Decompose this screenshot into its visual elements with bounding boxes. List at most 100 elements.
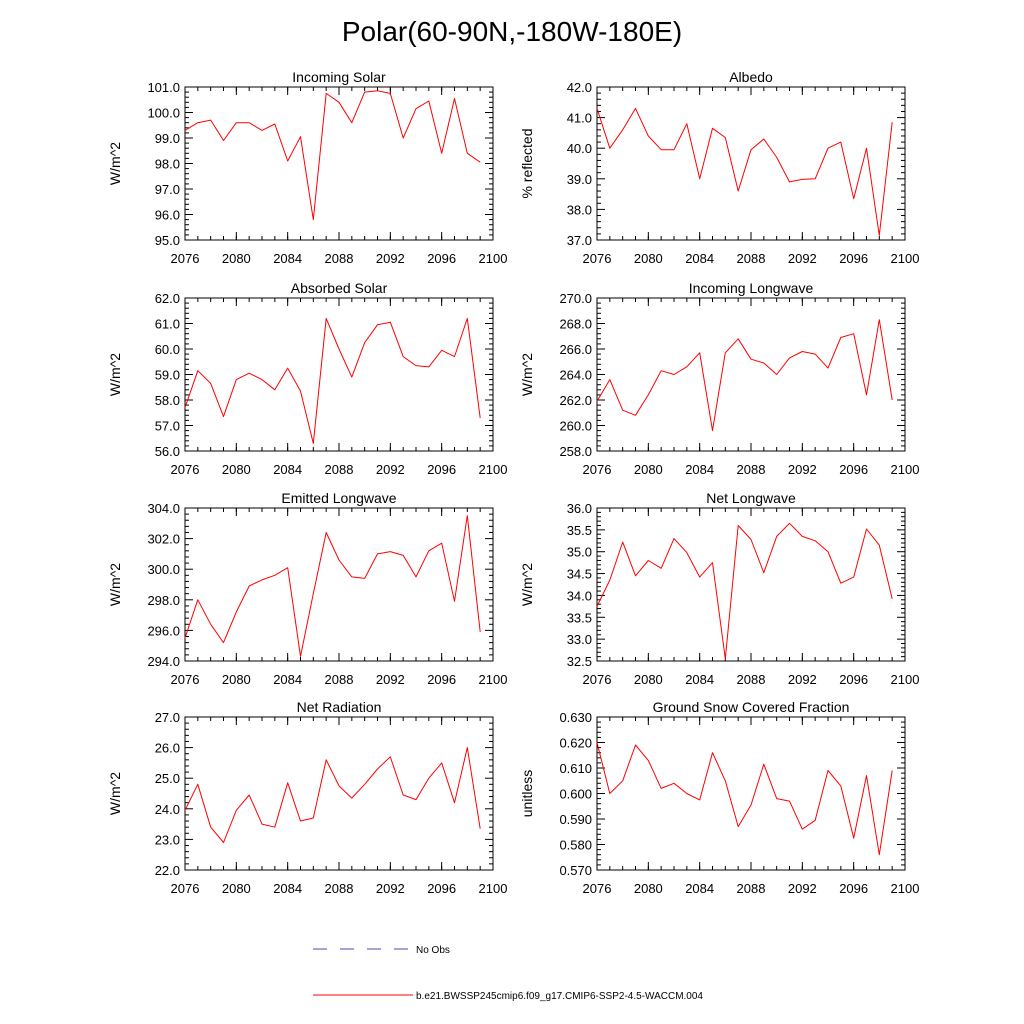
x-tick-label: 2076 [171,462,200,477]
panel-title: Net Radiation [297,699,382,715]
x-tick-label: 2096 [839,881,868,896]
figure-title: Polar(60-90N,-180W-180E) [342,16,682,47]
plot-frame [184,297,494,452]
y-tick-label: 302.0 [147,532,180,547]
y-tick-label: 294.0 [147,654,180,669]
plot-frame [596,297,906,452]
x-tick-label: 2080 [222,462,251,477]
x-tick-label: 2100 [891,672,920,687]
y-tick-label: 0.630 [559,710,592,725]
y-tick-label: 60.0 [155,342,180,357]
x-tick-label: 2100 [479,462,508,477]
y-tick-label: 99.0 [155,131,180,146]
y-tick-label: 23.0 [155,832,180,847]
x-tick-label: 2088 [737,251,766,266]
x-tick-label: 2092 [788,251,817,266]
y-tick-label: 32.5 [567,654,592,669]
x-tick-label: 2080 [634,462,663,477]
x-tick-label: 2100 [891,251,920,266]
x-tick-label: 2088 [325,672,354,687]
y-tick-label: 262.0 [559,393,592,408]
legend-obs-label: No Obs [416,945,450,956]
y-tick-label: 298.0 [147,593,180,608]
y-tick-label: 296.0 [147,623,180,638]
y-tick-label: 33.0 [567,632,592,647]
x-tick-label: 2092 [376,251,405,266]
x-tick-label: 2092 [376,881,405,896]
y-axis-label: W/m^2 [107,142,123,185]
series-line [596,319,893,432]
plot-frame [184,716,494,871]
x-tick-label: 2084 [273,672,302,687]
y-tick-label: 59.0 [155,368,180,383]
y-tick-label: 35.0 [567,545,592,560]
y-tick-label: 56.0 [155,444,180,459]
y-tick-label: 266.0 [559,342,592,357]
plot-frame [596,716,906,871]
x-tick-label: 2084 [685,462,714,477]
x-tick-label: 2096 [427,881,456,896]
x-tick-label: 2100 [479,881,508,896]
panel-8: Ground Snow Covered Fraction unitless 2076… [519,699,919,896]
y-tick-label: 304.0 [147,501,180,516]
plot-frame [184,507,494,662]
y-axis-label: W/m^2 [107,353,123,396]
x-tick-label: 2096 [427,251,456,266]
x-tick-label: 2084 [273,462,302,477]
y-tick-label: 0.590 [559,812,592,827]
x-tick-label: 2080 [222,881,251,896]
x-tick-label: 2096 [839,672,868,687]
panel-title: Albedo [729,69,773,85]
x-tick-label: 2084 [273,881,302,896]
x-tick-label: 2088 [325,462,354,477]
series-line [596,742,893,856]
x-tick-label: 2100 [479,251,508,266]
y-tick-label: 57.0 [155,419,180,434]
x-tick-label: 2092 [788,672,817,687]
x-tick-label: 2076 [171,672,200,687]
series-line [184,317,481,444]
y-tick-label: 258.0 [559,444,592,459]
x-tick-label: 2084 [273,251,302,266]
y-tick-label: 97.0 [155,182,180,197]
series-line [596,107,893,236]
y-tick-label: 62.0 [155,291,180,306]
panel-3: Absorbed Solar W/m^2 2076 2080 2084 2088 2092 2… [107,280,507,477]
y-tick-label: 0.570 [559,863,592,878]
panel-title: Incoming Longwave [689,280,814,296]
series-line [184,515,481,657]
y-tick-label: 101.0 [147,80,180,95]
x-tick-label: 2092 [788,462,817,477]
y-axis-label: W/m^2 [107,772,123,815]
panels-container: Incoming Solar W/m^2 2076 2080 2084 2088 2092 2… [107,69,919,896]
panel-title: Incoming Solar [292,69,386,85]
y-tick-label: 40.0 [567,141,592,156]
x-tick-label: 2092 [376,462,405,477]
plot-frame [596,86,906,241]
x-tick-label: 2092 [788,881,817,896]
y-tick-label: 300.0 [147,562,180,577]
legend-model-label: b.e21.BWSSP245cmip6.f09_g17.CMIP6-SSP2-4… [416,991,703,1002]
y-tick-label: 27.0 [155,710,180,725]
y-tick-label: 98.0 [155,157,180,172]
x-tick-label: 2080 [222,672,251,687]
x-tick-label: 2100 [479,672,508,687]
panel-5: Emitted Longwave W/m^2 2076 2080 2084 2088 209… [107,490,507,687]
x-tick-label: 2088 [737,462,766,477]
x-tick-label: 2092 [376,672,405,687]
x-tick-label: 2076 [171,251,200,266]
x-tick-label: 2088 [325,881,354,896]
y-axis-label: unitless [519,770,535,817]
y-tick-label: 36.0 [567,501,592,516]
x-tick-label: 2080 [634,672,663,687]
x-tick-label: 2096 [839,251,868,266]
y-tick-label: 34.0 [567,588,592,603]
y-tick-label: 268.0 [559,317,592,332]
x-tick-label: 2100 [891,881,920,896]
y-tick-label: 95.0 [155,233,180,248]
x-tick-label: 2096 [839,462,868,477]
x-tick-label: 2088 [737,672,766,687]
x-tick-label: 2076 [583,672,612,687]
panel-title: Net Longwave [706,490,796,506]
